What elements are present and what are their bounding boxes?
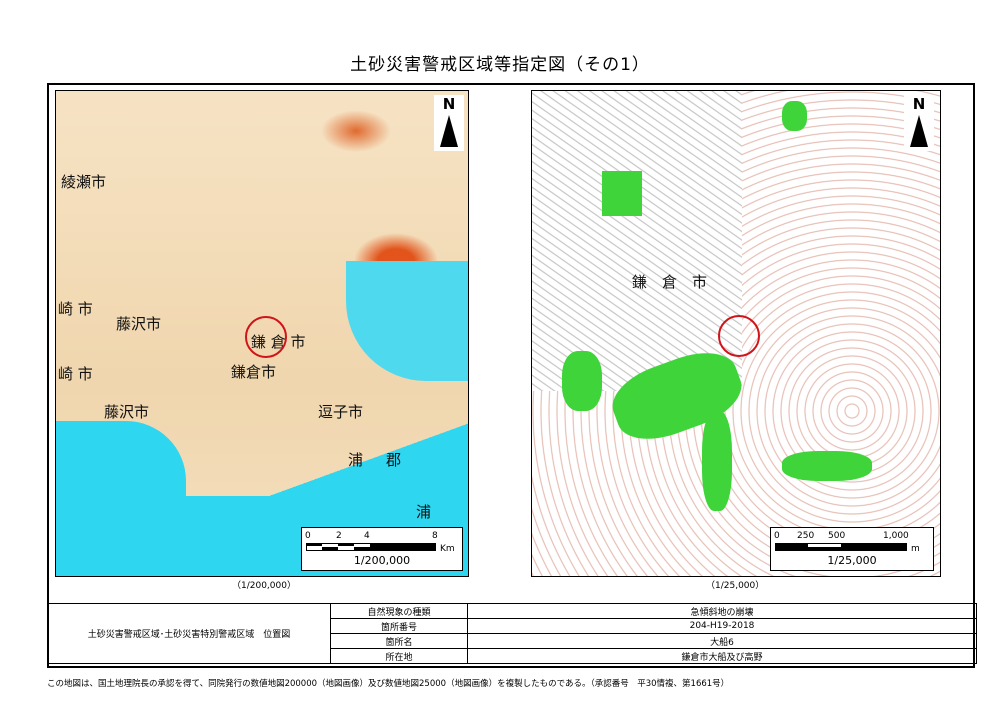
table-row: 箇所番号 204-H19-2018 (48, 618, 977, 634)
location-circle (245, 316, 287, 358)
row-key: 自然現象の種類 (330, 603, 468, 619)
row-key: 箇所番号 (330, 618, 468, 634)
table-row: 所在地 鎌倉市大船及び高野 (48, 648, 977, 664)
hazard-zone (782, 101, 807, 131)
place-label: 市 (692, 273, 708, 291)
detail-map: 鎌 倉 市 N 0 250 500 1,000 m 1/25,000 (531, 90, 941, 577)
row-value: 204-H19-2018 (467, 618, 977, 634)
place-label: 崎 市 (58, 365, 93, 383)
place-label: 鎌倉市 (231, 363, 277, 381)
row-key: 箇所名 (330, 633, 468, 649)
hazard-zone (702, 411, 732, 511)
bay-area (346, 261, 468, 381)
document-frame (47, 83, 975, 668)
place-label: 綾瀬市 (61, 173, 107, 191)
sea-area (56, 496, 301, 576)
hazard-zone (602, 171, 642, 216)
left-map-caption: （1/200,000） (232, 581, 296, 591)
row-value: 鎌倉市大船及び高野 (467, 648, 977, 664)
row-value: 大船6 (467, 633, 977, 649)
place-label: 藤沢市 (104, 403, 150, 421)
info-table: 土砂災害警戒区域･土砂災害特別警戒区域 位置図 自然現象の種類 急傾斜地の崩壊 箇… (47, 603, 977, 664)
row-value: 急傾斜地の崩壊 (467, 603, 977, 619)
location-circle (718, 315, 760, 357)
place-label: 浦 (416, 503, 432, 521)
row-key: 所在地 (330, 648, 468, 664)
place-label: 鎌 (632, 273, 648, 291)
urban-area (532, 91, 742, 391)
sea-area (56, 421, 186, 501)
page-title: 土砂災害警戒区域等指定図（その1） (350, 55, 650, 75)
scale-bar: 0 250 500 1,000 m 1/25,000 (770, 527, 934, 571)
place-label: 郡 (386, 451, 402, 469)
footer-note: この地図は、国土地理院長の承認を得て、同院発行の数値地図200000（地図画像）… (47, 679, 730, 689)
place-label: 崎 市 (58, 300, 93, 318)
place-label: 逗子市 (318, 403, 364, 421)
north-arrow-icon: N (904, 95, 934, 151)
place-label: 藤沢市 (116, 315, 162, 333)
table-left-label: 土砂災害警戒区域･土砂災害特別警戒区域 位置図 (47, 603, 331, 664)
hazard-zone (562, 351, 602, 411)
place-label: 倉 (662, 273, 678, 291)
place-label: 浦 (348, 451, 364, 469)
table-row: 土砂災害警戒区域･土砂災害特別警戒区域 位置図 自然現象の種類 急傾斜地の崩壊 (47, 603, 977, 664)
overview-map: 綾瀬市 崎 市 藤沢市 鎌 倉 市 崎 市 鎌倉市 藤沢市 逗子市 浦 郡 浦 … (55, 90, 469, 577)
north-arrow-icon: N (434, 95, 464, 151)
hazard-zone (782, 451, 872, 481)
right-map-caption: （1/25,000） (706, 581, 765, 591)
